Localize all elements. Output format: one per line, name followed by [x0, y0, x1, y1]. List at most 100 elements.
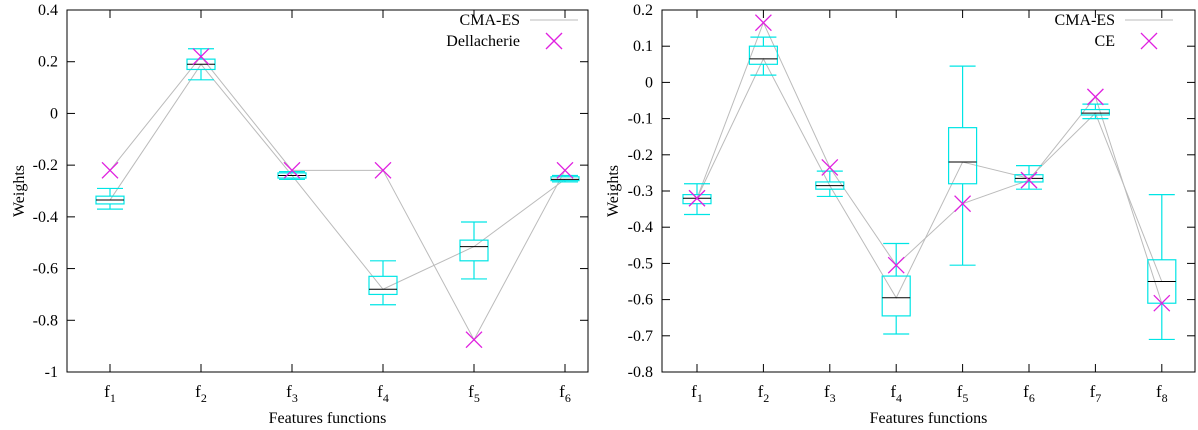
cross-marker-4 [374, 161, 392, 179]
box-5 [947, 65, 978, 266]
y-tick-label: -0.8 [33, 312, 58, 329]
box-iqr [947, 127, 978, 185]
right-legend-cross-icon [1140, 32, 1158, 50]
box-7 [1080, 103, 1111, 120]
box-iqr [748, 45, 779, 65]
series-line-dellacherie [109, 55, 566, 341]
legend-cross-mark [545, 32, 563, 50]
right-x-ticks: f1 f2 f3 f4 f5 f6 f7 f8 [691, 10, 1168, 405]
right-legend-label-1: CE [1095, 33, 1115, 50]
right-legend: CMA-ES CE [1055, 12, 1173, 50]
series-line-ce [696, 21, 1163, 304]
x-tick-label: f1 [691, 382, 703, 405]
cross-marker-7 [1086, 88, 1104, 106]
cross-marker-5 [954, 195, 972, 213]
y-tick-label: 0.2 [633, 2, 653, 19]
right-x-axis-label: Features functions [870, 410, 988, 427]
box-2 [186, 48, 216, 81]
right-y-axis-label: Weights [605, 165, 622, 217]
y-tick-label: 0.4 [38, 2, 58, 19]
cross-marker-6 [556, 161, 574, 179]
cross-marker-8 [1153, 294, 1171, 312]
right-plot-frame [661, 9, 1196, 373]
box-iqr [550, 176, 580, 182]
y-tick-label: 0.1 [633, 38, 653, 55]
y-tick-label: -0.6 [628, 292, 653, 309]
legend-cross-mark [1140, 32, 1158, 50]
y-tick-label: -0.8 [628, 364, 653, 381]
right-boxes [682, 36, 1177, 341]
cross-marker-1 [688, 189, 706, 207]
box-6 [550, 174, 580, 183]
right-series-line-group [696, 21, 1163, 304]
cross-marker-3 [283, 161, 301, 179]
y-tick-label: -0.3 [628, 183, 653, 200]
left-boxes [95, 48, 580, 306]
y-tick-label: -1 [45, 364, 58, 381]
box-iqr [881, 275, 911, 317]
x-tick-label: f3 [286, 382, 298, 405]
x-tick-label: f4 [377, 382, 389, 405]
series-line-cma-es [109, 63, 566, 290]
x-tick-label: f4 [890, 382, 902, 405]
left-series-line-group [109, 55, 566, 341]
y-tick-label: -0.4 [628, 219, 653, 236]
x-tick-label: f6 [559, 382, 571, 405]
box-3 [815, 170, 845, 198]
y-tick-label: -0.6 [33, 261, 58, 278]
box-4 [368, 260, 398, 306]
cross-marker-4 [887, 256, 905, 274]
left-chart: -1 -0.8 -0.6 -0.4 -0.2 0 0.2 0.4 f1 f2 f3 f4 f5 f6 F… [11, 2, 589, 427]
y-tick-label: 0 [645, 74, 653, 91]
x-tick-label: f2 [195, 382, 207, 405]
box-3 [277, 171, 307, 180]
x-tick-label: f6 [1023, 382, 1035, 405]
y-tick-label: -0.1 [628, 111, 653, 128]
y-tick-label: -0.2 [628, 147, 653, 164]
cross-marker-2 [192, 48, 210, 66]
right-chart: -0.8-0.7-0.6-0.5-0.4-0.3-0.2-0.100.10.2 … [605, 2, 1196, 427]
left-y-axis-label: Weights [11, 165, 28, 217]
box-iqr [682, 194, 712, 205]
cross-marker-1 [101, 161, 119, 179]
left-legend-label-0: CMA-ES [460, 12, 520, 29]
box-6 [1014, 165, 1044, 190]
x-tick-label: f5 [468, 382, 480, 405]
y-tick-label: 0.2 [38, 54, 58, 71]
x-tick-label: f2 [758, 382, 770, 405]
left-legend: CMA-ES Dellacherie [446, 12, 578, 50]
box-1 [95, 187, 125, 210]
x-tick-label: f3 [824, 382, 836, 405]
cross-marker-5 [465, 331, 483, 349]
left-plot-frame [66, 9, 589, 373]
left-x-ticks: f1 f2 f3 f4 f5 f6 [104, 10, 571, 405]
right-y-ticks: -0.8 -0.7 -0.6 -0.5 -0.4 -0.3 -0.2 -0.1 0 0.1 0.2 [628, 2, 1195, 381]
cross-marker-2 [754, 14, 772, 32]
box-iqr [368, 275, 398, 296]
box-1 [682, 183, 712, 216]
y-tick-label: -0.2 [33, 157, 58, 174]
box-8 [1147, 194, 1177, 341]
box-5 [459, 221, 489, 280]
y-tick-label: -0.7 [628, 328, 653, 345]
box-iqr [459, 239, 489, 262]
x-tick-label: f5 [957, 382, 969, 405]
box-2 [748, 36, 779, 76]
y-tick-label: -0.5 [628, 255, 653, 272]
x-tick-label: f1 [104, 382, 116, 405]
left-cross-markers [101, 48, 574, 349]
x-tick-label: f7 [1090, 382, 1102, 405]
right-cross-markers [688, 14, 1171, 312]
cross-marker-6 [1020, 171, 1038, 189]
left-x-axis-label: Features functions [269, 410, 387, 427]
left-legend-label-1: Dellacherie [446, 33, 520, 50]
box-iqr [1080, 108, 1111, 116]
box-4 [881, 242, 911, 335]
left-y-ticks: -1 -0.8 -0.6 -0.4 -0.2 0 0.2 0.4 [33, 2, 588, 381]
left-legend-cross-icon [545, 32, 563, 50]
series-line-cma-es [696, 57, 1163, 299]
x-tick-label: f8 [1156, 382, 1168, 405]
cross-marker-3 [821, 159, 839, 176]
y-tick-label: 0 [50, 105, 58, 122]
